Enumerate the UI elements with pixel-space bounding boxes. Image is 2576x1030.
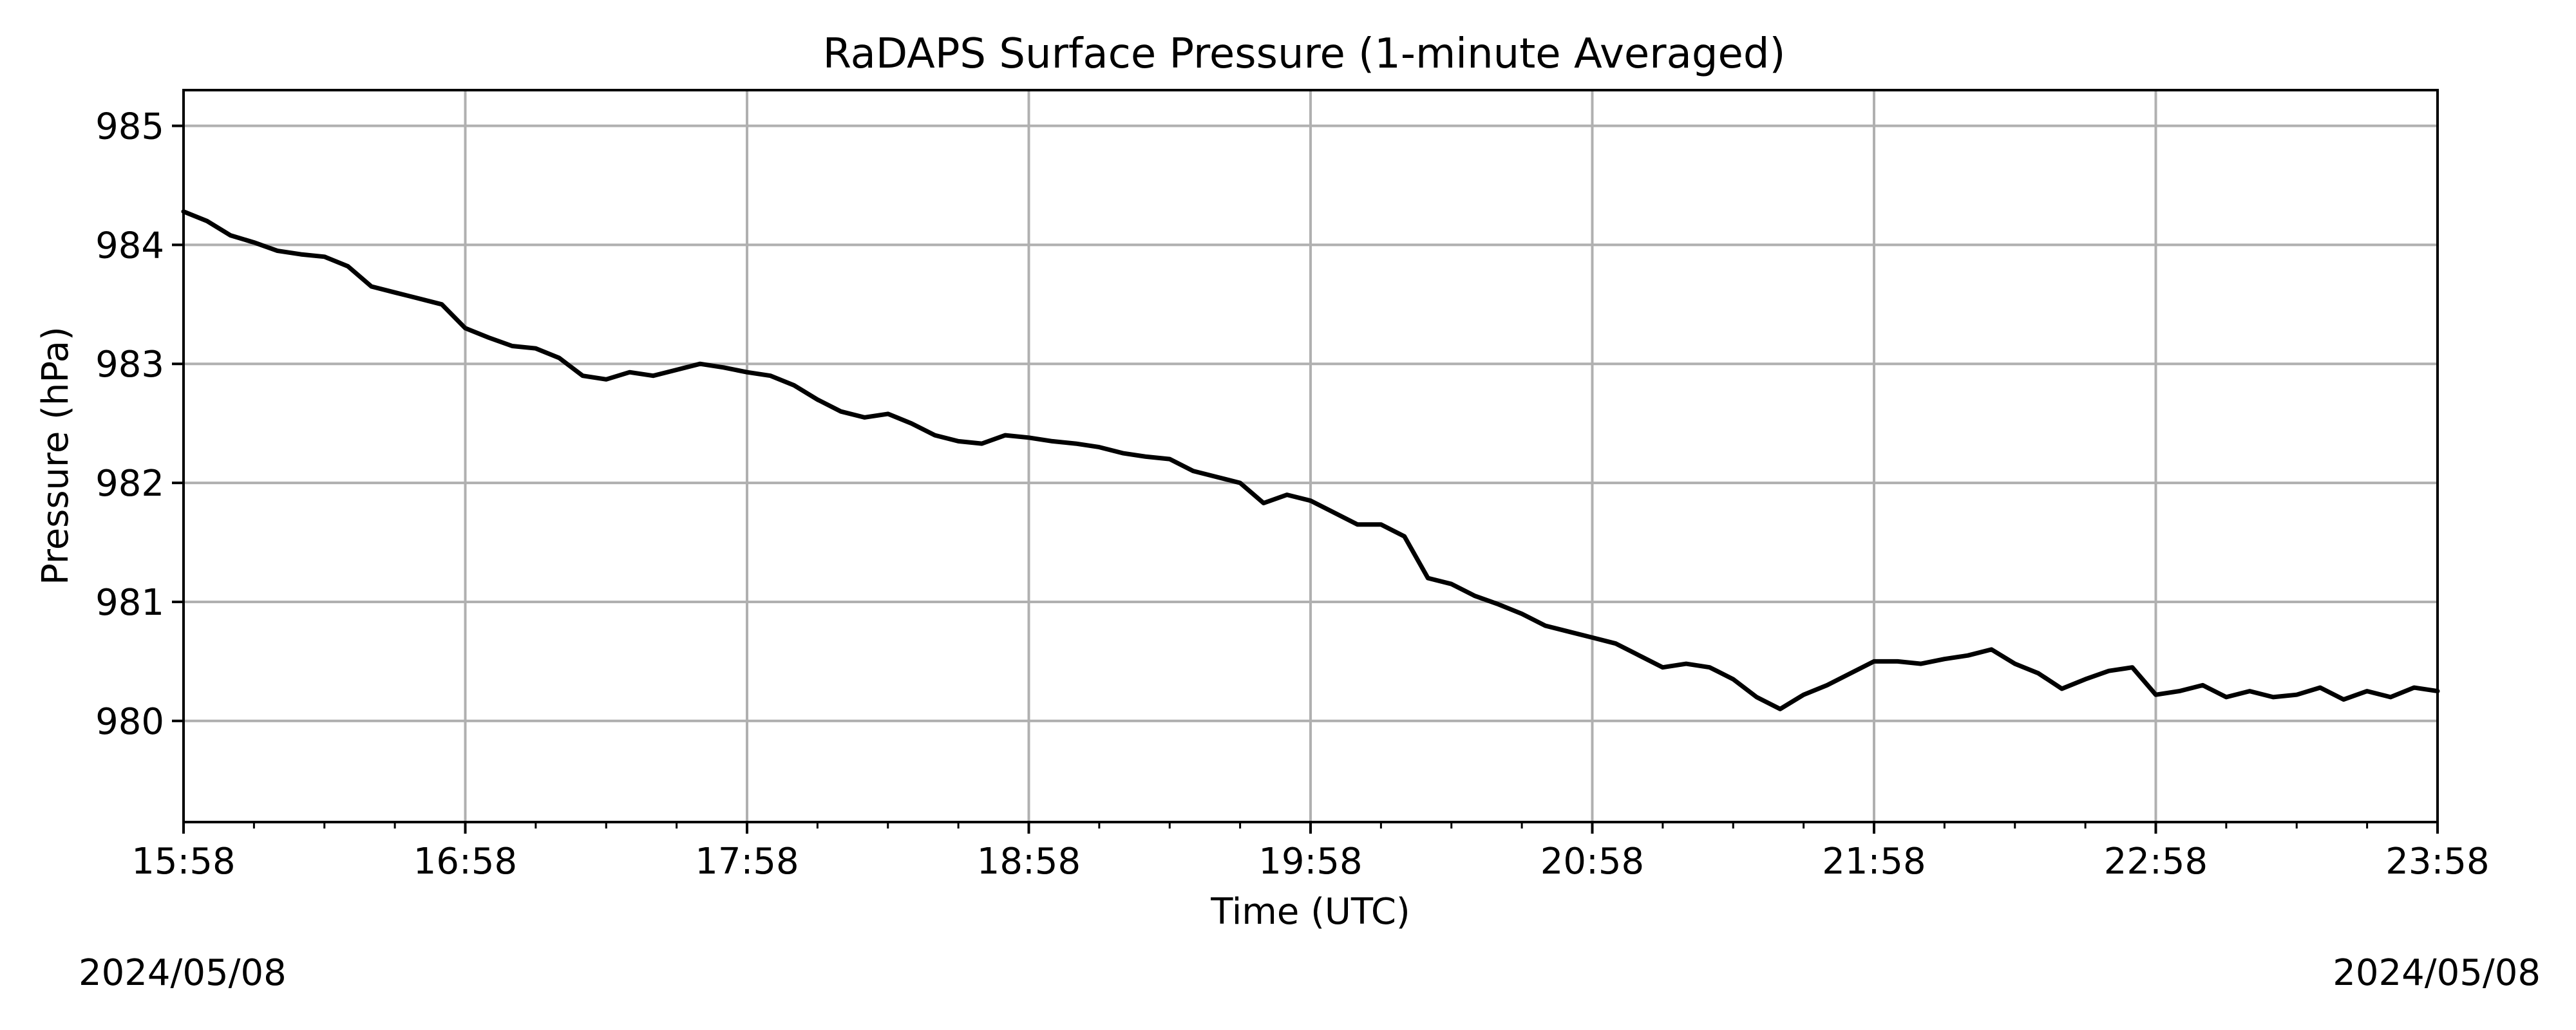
y-tick-label: 984 xyxy=(95,225,164,267)
y-tick-label: 983 xyxy=(95,344,164,386)
end-date-label: 2024/05/08 xyxy=(2333,952,2541,994)
y-tick-label: 982 xyxy=(95,463,164,505)
chart-title: RaDAPS Surface Pressure (1-minute Averag… xyxy=(823,30,1786,78)
pressure-series-line xyxy=(181,209,2440,711)
x-tick-label: 17:58 xyxy=(695,841,799,883)
x-tick-label: 19:58 xyxy=(1258,841,1362,883)
y-axis-ticks: 980 981 982 983 984 985 xyxy=(95,106,184,743)
y-tick-label: 985 xyxy=(95,106,164,147)
grid-lines xyxy=(182,90,2439,822)
x-tick-label: 23:58 xyxy=(2385,841,2489,883)
start-date-label: 2024/05/08 xyxy=(79,952,287,994)
x-axis-ticks: 15:58 16:58 17:58 18:58 19:58 20:58 21:58 22:58… xyxy=(131,822,2490,883)
x-tick-label: 21:58 xyxy=(1822,841,1926,883)
plot-area-frame xyxy=(182,89,2439,823)
y-tick-label: 980 xyxy=(95,701,164,743)
x-tick-label: 18:58 xyxy=(977,841,1081,883)
x-tick-label: 20:58 xyxy=(1540,841,1644,883)
y-tick-label: 981 xyxy=(95,582,164,624)
x-tick-label: 15:58 xyxy=(131,841,235,883)
x-axis-label: Time (UTC) xyxy=(1210,891,1410,933)
x-tick-label: 16:58 xyxy=(413,841,517,883)
x-tick-label: 22:58 xyxy=(2104,841,2208,883)
y-axis-label: Pressure (hPa) xyxy=(35,326,77,585)
